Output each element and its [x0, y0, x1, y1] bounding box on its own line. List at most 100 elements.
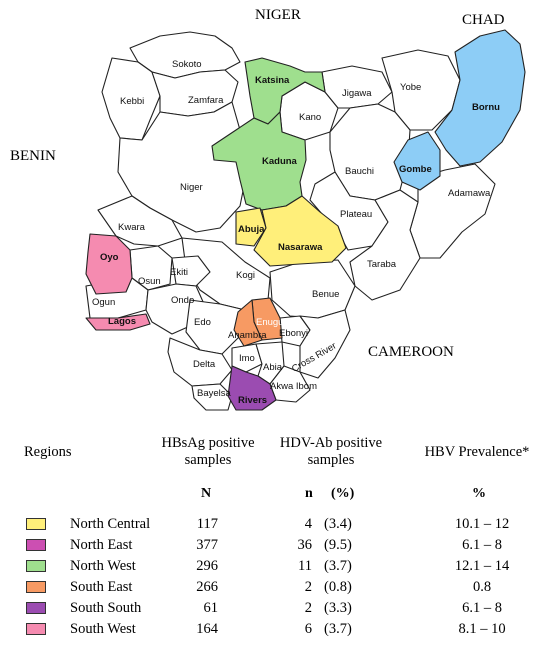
- hdv-count: 11: [298, 558, 312, 574]
- state-anambra: [233, 299, 263, 347]
- state-abuja: [235, 207, 267, 247]
- region-name: South East: [70, 579, 133, 595]
- hdv-count: 2: [304, 600, 312, 616]
- hbv-prevalence: 0.8: [472, 579, 492, 595]
- state-label-edo: Edo: [194, 317, 211, 328]
- state-label-osun: Osun: [138, 276, 161, 287]
- state-lagos: [85, 313, 151, 331]
- hdv-count: 6: [304, 621, 312, 637]
- hbsag-count: 117: [196, 516, 218, 532]
- hbsag-count: 61: [203, 600, 219, 616]
- state-label-kwara: Kwara: [118, 222, 146, 233]
- state-label-kogi: Kogi: [236, 270, 255, 281]
- state-label-katsina: Katsina: [255, 75, 290, 86]
- state-label-bauchi: Bauchi: [345, 166, 374, 177]
- subheader-n: n: [305, 486, 313, 501]
- state-label-sokoto: Sokoto: [172, 59, 202, 70]
- state-label-benue: Benue: [312, 289, 339, 300]
- legend-swatch: [26, 623, 46, 635]
- state-nasarawa: [253, 195, 347, 267]
- hdv-percent: (0.8): [324, 579, 352, 595]
- state-label-abuja: Abuja: [238, 224, 265, 235]
- state-label-ogun: Ogun: [92, 297, 115, 308]
- country-label-chad: CHAD: [462, 12, 505, 28]
- hbsag-count: 377: [196, 537, 218, 553]
- state-label-gombe: Gombe: [399, 164, 432, 175]
- hbv-prevalence: 12.1 – 14: [454, 558, 510, 574]
- hdv-percent: (3.7): [324, 558, 352, 574]
- state-imo: [231, 343, 263, 373]
- legend-swatch: [26, 602, 46, 614]
- subheader-pct: (%): [331, 486, 355, 501]
- state-ekiti: [171, 255, 211, 287]
- state-cross-river: [299, 309, 351, 379]
- legend-swatch: [26, 581, 46, 593]
- subheader-pct2: %: [472, 486, 486, 501]
- region-name: North West: [70, 558, 136, 574]
- hbsag-count: 296: [196, 558, 218, 574]
- state-label-bornu: Bornu: [472, 102, 500, 113]
- state-label-akwa-ibom: Akwa Ibom: [270, 381, 317, 392]
- hdv-percent: (9.5): [324, 537, 352, 553]
- region-name: North East: [70, 537, 133, 553]
- hdv-percent: (3.7): [324, 621, 352, 637]
- state-label-lagos: Lagos: [108, 316, 136, 327]
- state-label-taraba: Taraba: [367, 259, 397, 270]
- table-row: North West 296 11 (3.7) 12.1 – 14: [0, 558, 550, 578]
- hdv-percent: (3.3): [324, 600, 352, 616]
- state-label-ebonyi: Ebonyi: [279, 328, 308, 339]
- header-hdv: HDV-Ab positive samples: [279, 435, 383, 468]
- legend-swatch: [26, 560, 46, 572]
- hdv-count: 36: [297, 537, 313, 553]
- header-regions: Regions: [24, 444, 72, 460]
- state-label-kebbi: Kebbi: [120, 96, 144, 107]
- country-label-niger: NIGER: [255, 7, 301, 23]
- prevalence-table: Regions HBsAg positive samples HDV-Ab po…: [0, 430, 550, 654]
- hbv-prevalence: 6.1 – 8: [462, 600, 502, 616]
- state-label-adamawa: Adamawa: [448, 188, 491, 199]
- state-label-imo: Imo: [239, 353, 255, 364]
- table-row: South East 266 2 (0.8) 0.8: [0, 579, 550, 599]
- state-label-ondo: Ondo: [171, 295, 194, 306]
- state-label-zamfara: Zamfara: [188, 95, 224, 106]
- state-oyo: [85, 233, 133, 295]
- state-label-nasarawa: Nasarawa: [278, 242, 323, 253]
- state-label-yobe: Yobe: [400, 82, 421, 93]
- state-rivers: [227, 365, 277, 411]
- state-label-abia: Abia: [263, 362, 283, 373]
- state-label-plateau: Plateau: [340, 209, 372, 220]
- state-bornu: [434, 29, 526, 167]
- state-taraba: [349, 189, 421, 301]
- hdv-count: 4: [304, 516, 312, 532]
- state-label-kano: Kano: [299, 112, 321, 123]
- state-plateau: [309, 171, 389, 251]
- hbv-prevalence: 10.1 – 12: [454, 516, 510, 532]
- state-jigawa: [321, 65, 393, 109]
- table-row: South South 61 2 (3.3) 6.1 – 8: [0, 600, 550, 620]
- legend-swatch: [26, 518, 46, 530]
- legend-swatch: [26, 539, 46, 551]
- header-hbsag: HBsAg positive samples: [161, 435, 255, 468]
- hbv-prevalence: 8.1 – 10: [458, 621, 506, 637]
- state-label-ekiti: Ekiti: [170, 267, 188, 278]
- table-row: North Central 117 4 (3.4) 10.1 – 12: [0, 516, 550, 536]
- hbsag-count: 266: [196, 579, 218, 595]
- nigeria-map: NIGER CHAD BENIN CAMEROON: [10, 7, 526, 411]
- header-hbv: HBV Prevalence*: [424, 444, 530, 460]
- hbv-prevalence: 6.1 – 8: [462, 537, 502, 553]
- state-label-niger: Niger: [180, 182, 203, 193]
- region-name: North Central: [70, 516, 151, 532]
- country-label-benin: BENIN: [10, 148, 56, 164]
- state-label-anambra: Anambra: [228, 330, 267, 341]
- hdv-count: 2: [304, 579, 312, 595]
- subheader-n-cap: N: [201, 486, 212, 501]
- state-label-kaduna: Kaduna: [262, 156, 298, 167]
- state-label-oyo: Oyo: [100, 252, 119, 263]
- region-name: South West: [70, 621, 136, 637]
- state-label-delta: Delta: [193, 359, 216, 370]
- state-label-bayelsa: Bayelsa: [197, 388, 232, 399]
- table-row: South West 164 6 (3.7) 8.1 – 10: [0, 621, 550, 641]
- table-row: North East 377 36 (9.5) 6.1 – 8: [0, 537, 550, 557]
- state-edo: [185, 299, 246, 355]
- state-label-enugu: Enugu: [256, 317, 283, 328]
